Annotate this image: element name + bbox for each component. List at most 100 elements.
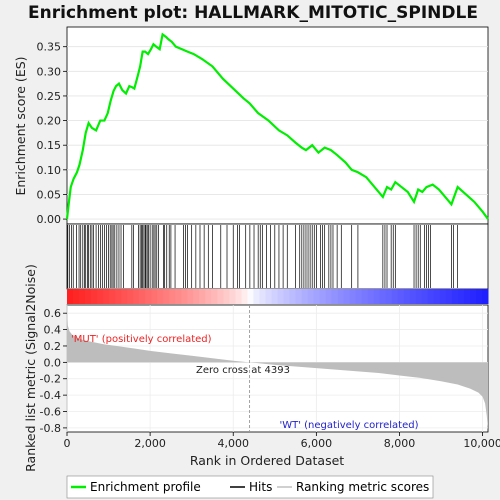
colorbar-segment <box>127 289 134 304</box>
colorbar-segment <box>451 289 459 304</box>
colorbar-segment <box>217 289 224 304</box>
metric-y-tick-label: 0.0 <box>44 356 62 369</box>
colorbar-segment <box>475 289 483 304</box>
metric-gridlines <box>66 305 488 432</box>
colorbar-segment <box>73 289 80 304</box>
colorbar-segment <box>361 289 369 304</box>
x-tick-label: 0 <box>64 437 71 450</box>
metric-y-tick-label: -0.2 <box>40 373 61 386</box>
es-y-axis-label: Enrichment score (ES) <box>13 56 28 195</box>
colorbar-segment <box>193 289 200 304</box>
colorbar-segment <box>133 289 140 304</box>
colorbar-segment <box>115 289 122 304</box>
enrichment-profile-line <box>65 32 489 220</box>
es-y-tick-label: 0.35 <box>37 41 62 54</box>
es-gridlines <box>67 46 488 220</box>
colorbar-segment <box>181 289 188 304</box>
legend: Enrichment profile Hits Ranking metric s… <box>66 475 434 499</box>
colorbar-segment <box>421 289 429 304</box>
colorbar-segment <box>103 289 110 304</box>
colorbar-segment <box>415 289 423 304</box>
colorbar-segment <box>163 289 170 304</box>
chart-title: Enrichment plot: HALLMARK_MITOTIC_SPINDL… <box>28 3 478 23</box>
colorbar-segment <box>151 289 158 304</box>
colorbar-segment <box>463 289 471 304</box>
colorbar-segment <box>97 289 104 304</box>
positive-correlation-label: 'MUT' (positively correlated) <box>71 334 212 345</box>
colorbar-segment <box>337 289 345 304</box>
es-y-tick-label: 0.10 <box>37 164 62 177</box>
es-y-tick-label: 0.05 <box>37 188 62 201</box>
colorbar-segment <box>223 289 230 304</box>
colorbar-segment <box>319 289 327 304</box>
colorbar-segment <box>79 289 86 304</box>
colorbar-segment <box>211 289 218 304</box>
legend-label-hits: Hits <box>249 480 272 494</box>
colorbar-segment <box>301 289 309 304</box>
colorbar-segment <box>253 289 260 304</box>
colorbar-segment <box>391 289 399 304</box>
x-tick-label: 4,000 <box>217 437 249 450</box>
es-y-tick-label: 0.00 <box>37 213 62 226</box>
colorbar-segment <box>271 289 278 304</box>
colorbar-segment <box>439 289 447 304</box>
es-y-tick-label: 0.25 <box>37 90 62 103</box>
colorbar-segment <box>433 289 441 304</box>
ranking-metric-area <box>67 309 488 430</box>
colorbar-segment <box>205 289 212 304</box>
colorbar-segment <box>229 289 236 304</box>
colorbar-segment <box>169 289 176 304</box>
es-y-tick-label: 0.30 <box>37 65 62 78</box>
colorbar-segment <box>481 289 489 304</box>
colorbar-segment <box>295 289 303 304</box>
colorbar-segment <box>469 289 477 304</box>
colorbar-segment <box>259 289 266 304</box>
colorbar-segment <box>247 289 254 304</box>
colorbar-segment <box>241 289 248 304</box>
colorbar-segment <box>367 289 375 304</box>
colorbar-segment <box>397 289 405 304</box>
x-axis-label: Rank in Ordered Dataset <box>190 453 344 468</box>
es-y-tick-label: 0.20 <box>37 115 62 128</box>
colorbar-segment <box>187 289 194 304</box>
colorbar-segment <box>199 289 206 304</box>
colorbar-segment <box>325 289 333 304</box>
metric-y-tick-label: 0.4 <box>44 324 62 337</box>
es-y-tick-label: 0.15 <box>37 139 62 152</box>
colorbar-segment <box>343 289 351 304</box>
colorbar-segment <box>175 289 182 304</box>
metric-y-tick-label: -0.4 <box>40 389 61 402</box>
rank-colorbar <box>67 289 489 304</box>
colorbar-segment <box>121 289 128 304</box>
metric-x-ticks: 0 2,000 4,000 6,000 8,000 10,000 <box>64 432 500 450</box>
colorbar-segment <box>349 289 357 304</box>
metric-y-axis-label: Ranked list metric (Signal2Noise) <box>23 264 38 472</box>
hits-panel <box>66 223 489 304</box>
metric-y-tick-label: -0.8 <box>40 422 61 435</box>
colorbar-segment <box>91 289 98 304</box>
metric-panel: -0.8 -0.6 -0.4 -0.2 0.0 0.2 0.4 0.6 0 2,000 4,000… <box>23 264 500 472</box>
colorbar-segment <box>67 289 74 304</box>
colorbar-segment <box>445 289 453 304</box>
legend-label-metric: Ranking metric scores <box>296 480 429 494</box>
zero-cross-label: Zero cross at 4393 <box>196 365 290 376</box>
colorbar-segment <box>409 289 417 304</box>
colorbar-segment <box>235 289 242 304</box>
colorbar-segment <box>355 289 363 304</box>
colorbar-segment <box>145 289 152 304</box>
colorbar-segment <box>331 289 339 304</box>
colorbar-segment <box>313 289 321 304</box>
colorbar-segment <box>457 289 465 304</box>
x-tick-label: 8,000 <box>384 437 416 450</box>
colorbar-segment <box>385 289 393 304</box>
x-tick-label: 2,000 <box>134 437 166 450</box>
colorbar-segment <box>289 289 297 304</box>
colorbar-segment <box>379 289 387 304</box>
metric-y-tick-label: 0.6 <box>44 307 62 320</box>
colorbar-segment <box>403 289 411 304</box>
hits-plot-area <box>66 223 489 290</box>
colorbar-segment <box>283 289 291 304</box>
colorbar-segment <box>373 289 381 304</box>
x-tick-label: 10,000 <box>463 437 500 450</box>
